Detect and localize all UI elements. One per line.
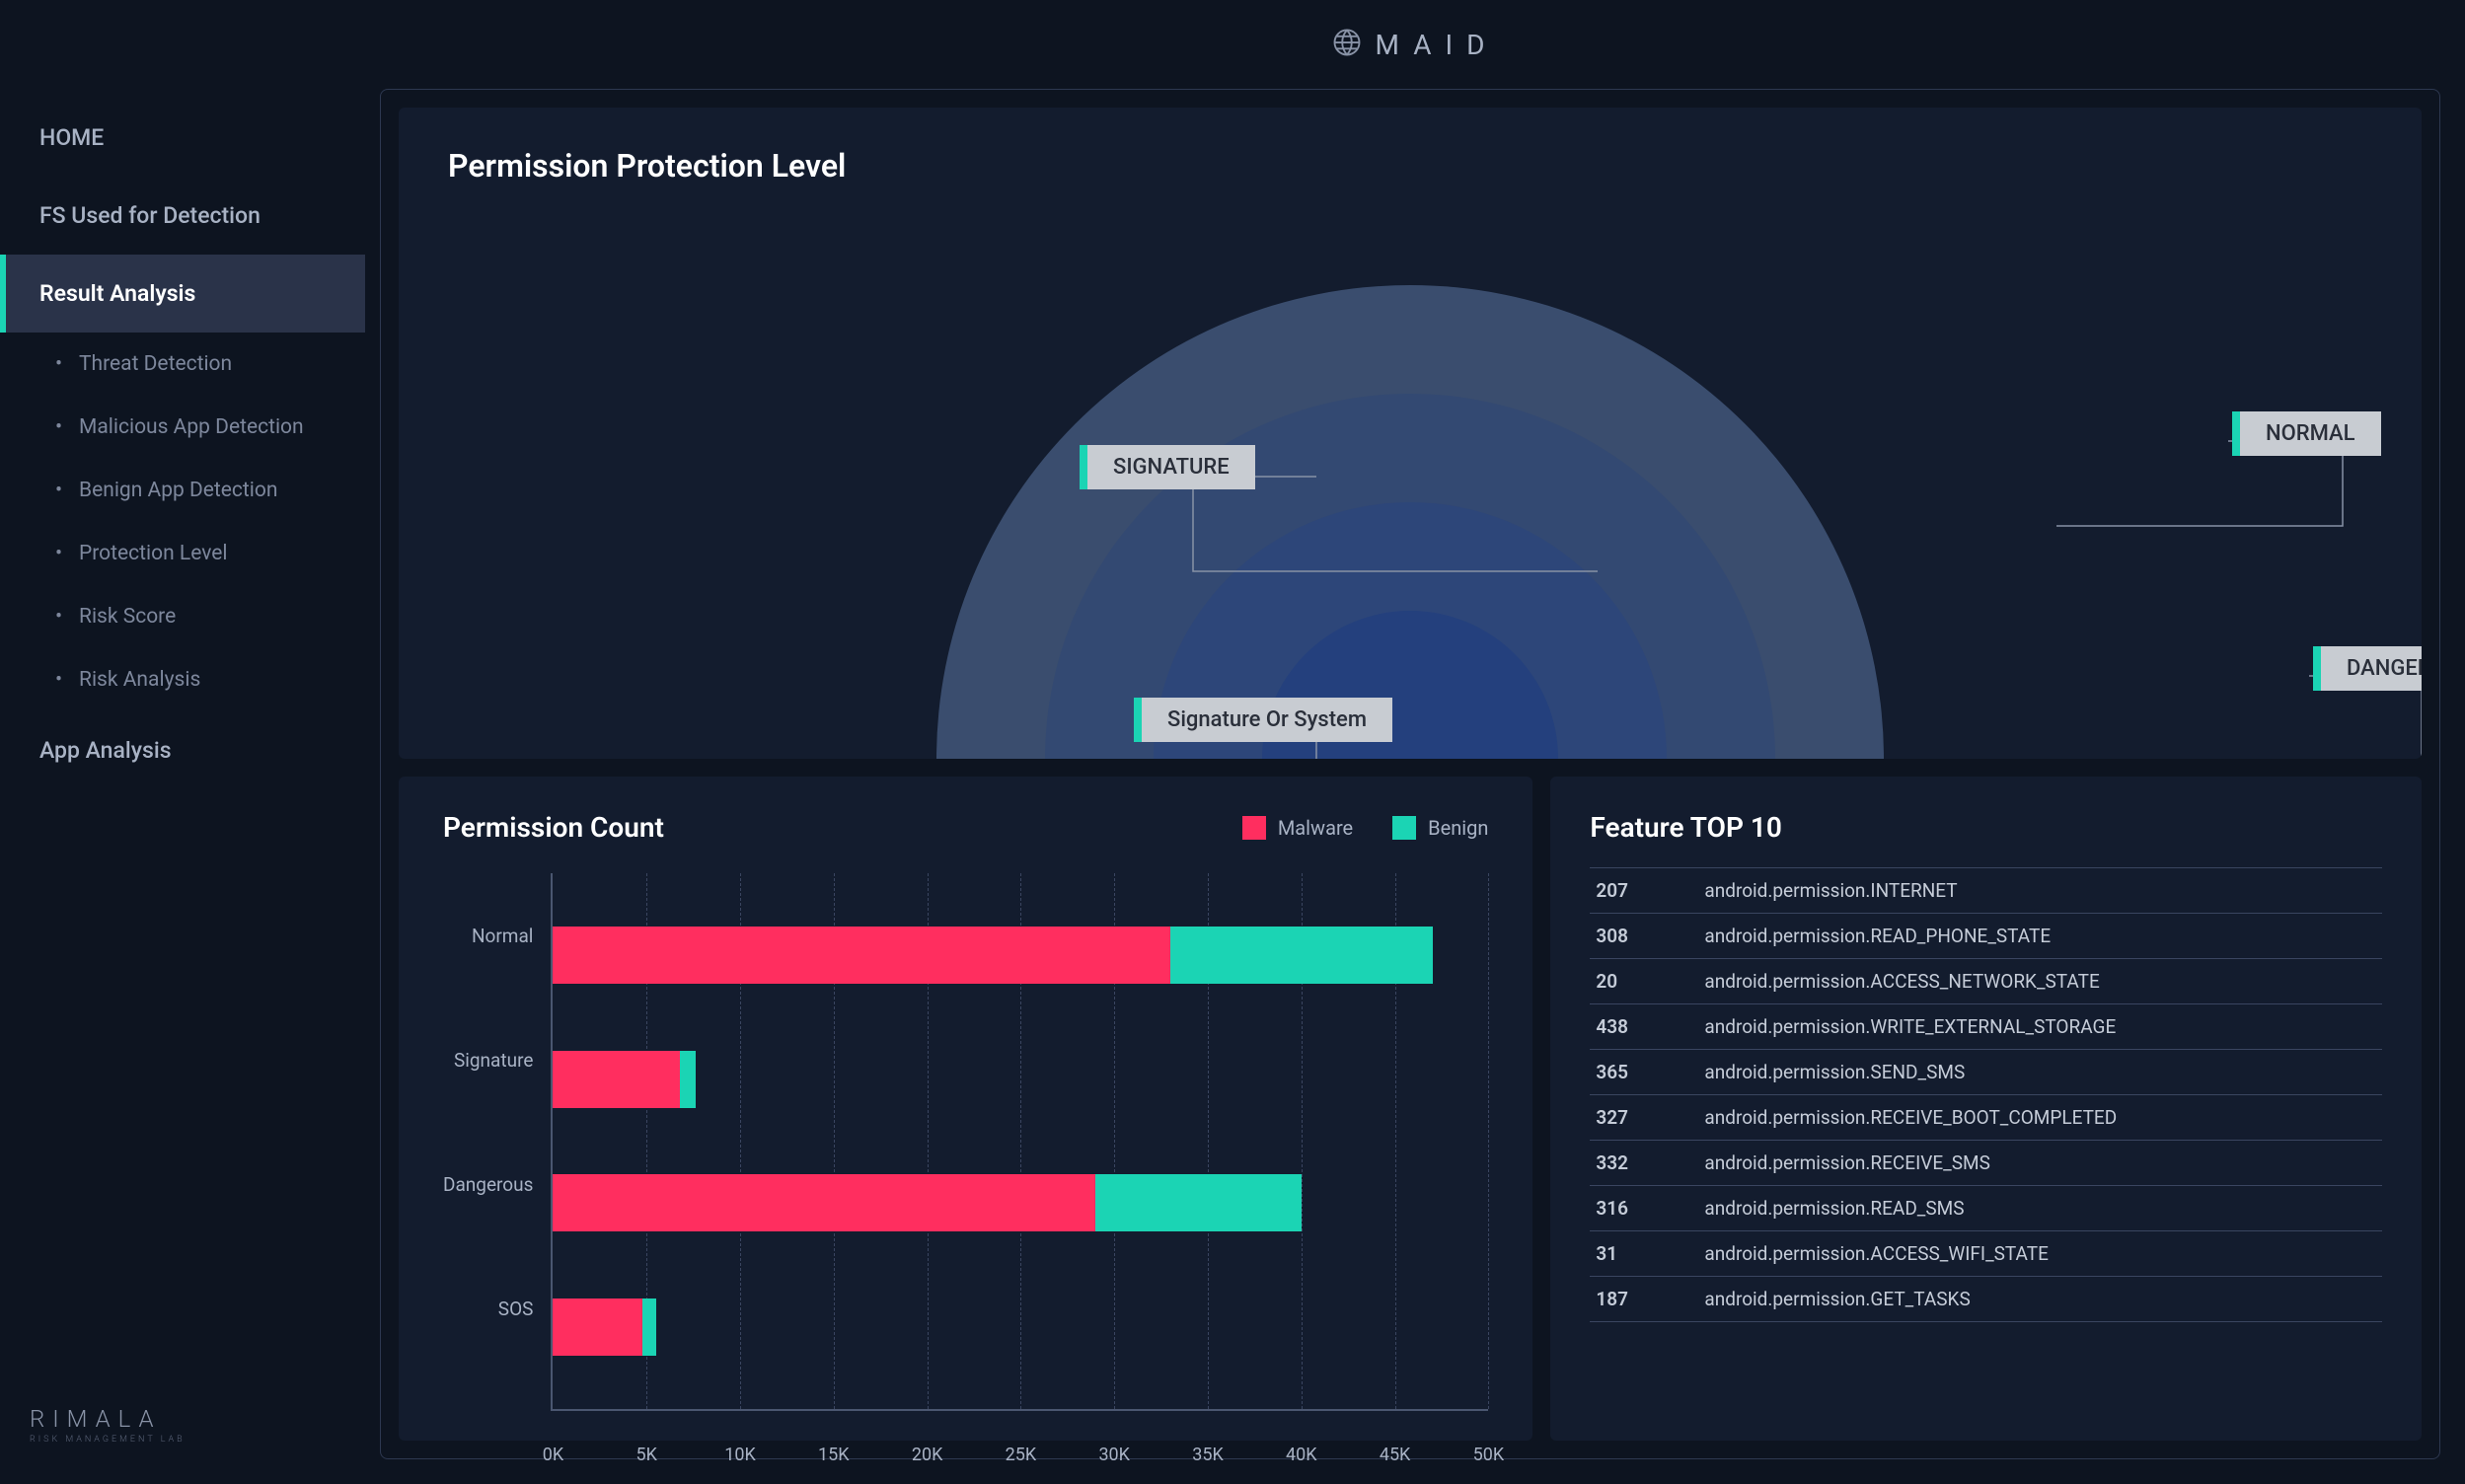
permission-count-title: Permission Count: [443, 811, 664, 844]
arc-diagram: [936, 285, 1884, 759]
feature-name: android.permission.WRITE_EXTERNAL_STORAG…: [1704, 1015, 2376, 1038]
permission-count-panel: Permission Count Malware Benign Normal Sig…: [399, 777, 1532, 1441]
sidebar-sub-risk-analysis[interactable]: Risk Analysis: [0, 648, 365, 711]
feature-id: 365: [1596, 1061, 1704, 1083]
y-axis-label: SOS: [443, 1281, 533, 1338]
callout-dangerous[interactable]: DANGEROUS: [2313, 646, 2422, 691]
bar-row-normal: [553, 927, 1488, 984]
feature-id: 438: [1596, 1015, 1704, 1038]
feature-id: 187: [1596, 1288, 1704, 1310]
table-row: 20android.permission.ACCESS_NETWORK_STAT…: [1590, 959, 2382, 1004]
x-axis-tick: 15K: [818, 1445, 850, 1465]
table-row: 438android.permission.WRITE_EXTERNAL_STO…: [1590, 1004, 2382, 1050]
feature-top10-table: 207android.permission.INTERNET308android…: [1590, 867, 2382, 1322]
feature-id: 308: [1596, 925, 1704, 947]
x-axis-tick: 40K: [1286, 1445, 1317, 1465]
protection-level-panel: Permission Protection Level SIGNATURE Sig…: [399, 108, 2422, 759]
sidebar-item-result-analysis[interactable]: Result Analysis: [0, 255, 365, 333]
feature-id: 316: [1596, 1197, 1704, 1220]
feature-id: 20: [1596, 970, 1704, 993]
header: MAID: [365, 0, 2465, 89]
bottom-row: Permission Count Malware Benign Normal Sig…: [399, 777, 2422, 1441]
sidebar-sub-threat-detection[interactable]: Threat Detection: [0, 333, 365, 396]
feature-name: android.permission.RECEIVE_SMS: [1704, 1151, 2376, 1174]
feature-top10-title: Feature TOP 10: [1590, 811, 2382, 844]
legend-item-benign: Benign: [1392, 816, 1488, 840]
x-axis-tick: 45K: [1380, 1445, 1411, 1465]
sidebar: HOMEFS Used for DetectionResult Analysis…: [0, 0, 365, 1484]
bar-row-sos: [553, 1298, 1488, 1356]
brand-name: RIMALA: [30, 1405, 336, 1433]
x-axis-tick: 30K: [1098, 1445, 1130, 1465]
bar-benign: [680, 1051, 695, 1108]
feature-id: 332: [1596, 1151, 1704, 1174]
table-row: 365android.permission.SEND_SMS: [1590, 1050, 2382, 1095]
feature-id: 207: [1596, 879, 1704, 902]
table-row: 308android.permission.READ_PHONE_STATE: [1590, 914, 2382, 959]
x-axis-tick: 25K: [1006, 1445, 1037, 1465]
table-row: 31android.permission.ACCESS_WIFI_STATE: [1590, 1231, 2382, 1277]
content: Permission Protection Level SIGNATURE Sig…: [380, 89, 2440, 1459]
bar-row-signature: [553, 1051, 1488, 1108]
feature-name: android.permission.READ_SMS: [1704, 1197, 2376, 1220]
feature-id: 31: [1596, 1242, 1704, 1265]
x-axis-tick: 10K: [724, 1445, 756, 1465]
sidebar-item-app-analysis[interactable]: App Analysis: [0, 711, 365, 789]
bar-malware: [553, 1051, 680, 1108]
y-axis-label: Normal: [443, 907, 533, 964]
table-row: 316android.permission.READ_SMS: [1590, 1186, 2382, 1231]
table-row: 332android.permission.RECEIVE_SMS: [1590, 1141, 2382, 1186]
x-axis-tick: 35K: [1192, 1445, 1224, 1465]
bar-malware: [553, 1174, 1095, 1231]
app-title: MAID: [1376, 29, 1499, 61]
legend-swatch: [1392, 816, 1416, 840]
bar-benign: [1170, 927, 1432, 984]
bar-benign: [642, 1298, 655, 1356]
feature-name: android.permission.INTERNET: [1704, 879, 2376, 902]
x-axis-tick: 20K: [912, 1445, 943, 1465]
x-axis-tick: 0K: [543, 1445, 563, 1465]
y-axis-label: Dangerous: [443, 1156, 533, 1214]
legend-label: Malware: [1278, 816, 1353, 840]
callout-normal[interactable]: NORMAL: [2232, 411, 2381, 456]
brand-subtitle: RISK MANAGEMENT LAB: [30, 1435, 336, 1445]
bar-malware: [553, 927, 1170, 984]
y-axis-label: Signature: [443, 1031, 533, 1088]
table-row: 207android.permission.INTERNET: [1590, 867, 2382, 914]
sidebar-sub-risk-score[interactable]: Risk Score: [0, 585, 365, 648]
x-axis-tick: 50K: [1473, 1445, 1505, 1465]
feature-name: android.permission.ACCESS_WIFI_STATE: [1704, 1242, 2376, 1265]
bar-benign: [1095, 1174, 1302, 1231]
x-axis-tick: 5K: [636, 1445, 657, 1465]
table-row: 187android.permission.GET_TASKS: [1590, 1277, 2382, 1322]
feature-id: 327: [1596, 1106, 1704, 1129]
permission-count-chart: NormalSignatureDangerousSOS 0K5K10K15K20…: [443, 873, 1488, 1411]
feature-name: android.permission.ACCESS_NETWORK_STATE: [1704, 970, 2376, 993]
feature-name: android.permission.READ_PHONE_STATE: [1704, 925, 2376, 947]
bar-row-dangerous: [553, 1174, 1488, 1231]
sidebar-sub-protection-level[interactable]: Protection Level: [0, 522, 365, 585]
bar-malware: [553, 1298, 642, 1356]
brand-footer: RIMALA RISK MANAGEMENT LAB: [0, 1366, 365, 1484]
protection-panel-title: Permission Protection Level: [448, 147, 2372, 185]
feature-name: android.permission.RECEIVE_BOOT_COMPLETE…: [1704, 1106, 2376, 1129]
sidebar-sub-malicious-app-detection[interactable]: Malicious App Detection: [0, 396, 365, 459]
main: MAID Permission Protection Level SIGNATU…: [365, 0, 2465, 1484]
callout-signature-or-system[interactable]: Signature Or System: [1134, 698, 1392, 742]
legend-item-malware: Malware: [1242, 816, 1353, 840]
feature-name: android.permission.SEND_SMS: [1704, 1061, 2376, 1083]
feature-top10-panel: Feature TOP 10 207android.permission.INT…: [1550, 777, 2422, 1441]
feature-name: android.permission.GET_TASKS: [1704, 1288, 2376, 1310]
sidebar-sub-benign-app-detection[interactable]: Benign App Detection: [0, 459, 365, 522]
sidebar-item-fs-used-for-detection[interactable]: FS Used for Detection: [0, 177, 365, 255]
table-row: 327android.permission.RECEIVE_BOOT_COMPL…: [1590, 1095, 2382, 1141]
permission-count-legend: Malware Benign: [1242, 816, 1489, 840]
legend-swatch: [1242, 816, 1266, 840]
sidebar-item-home[interactable]: HOME: [0, 99, 365, 177]
callout-signature[interactable]: SIGNATURE: [1080, 445, 1255, 489]
globe-icon: [1332, 28, 1362, 61]
legend-label: Benign: [1428, 816, 1488, 840]
